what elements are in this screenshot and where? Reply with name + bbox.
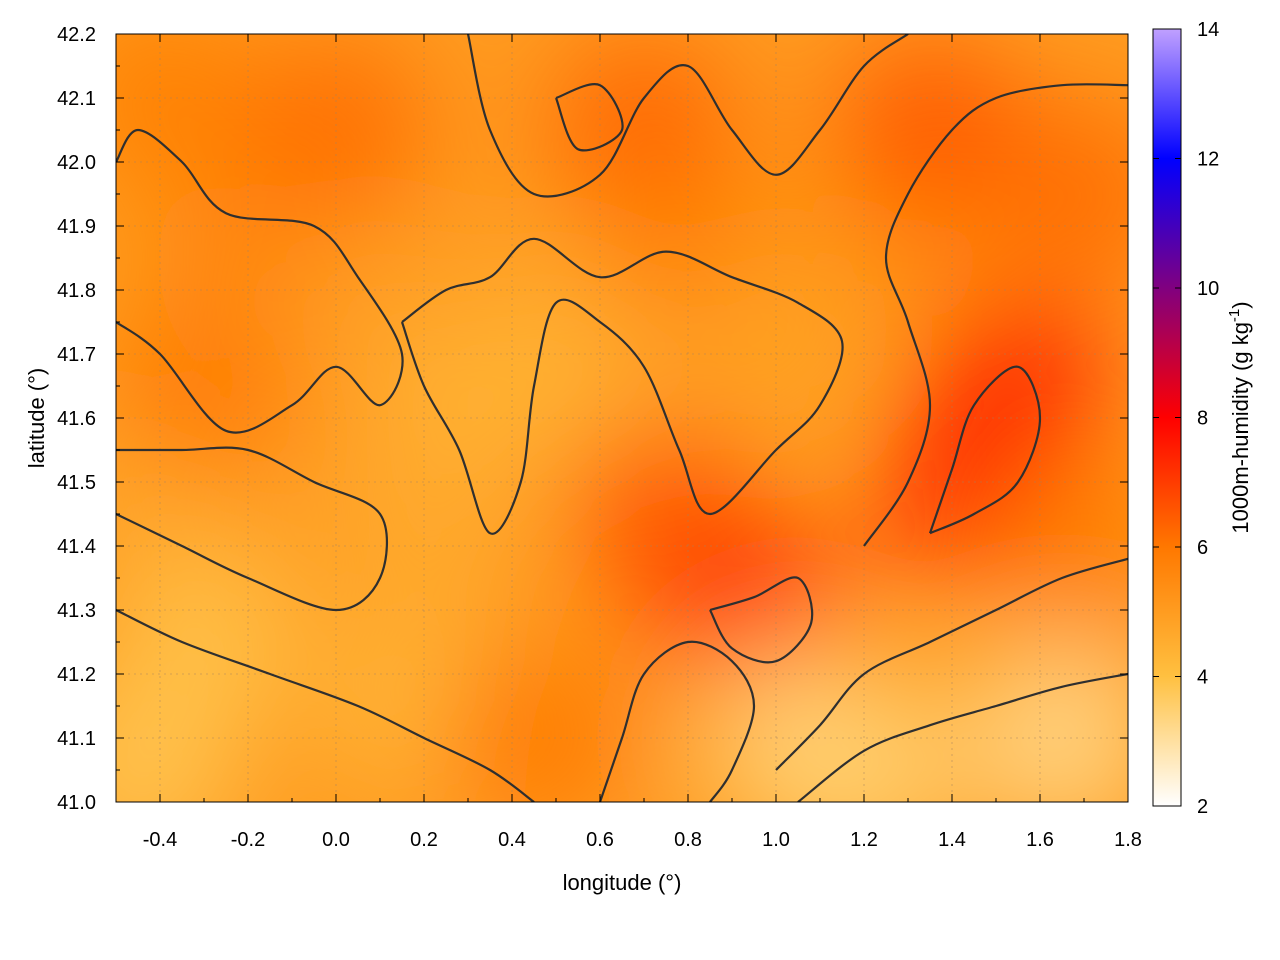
x-tick-label-4: 0.4 bbox=[498, 829, 526, 851]
colorbar: 2 4 6 8 10 12 14 1000m-humidity (g kg-1) bbox=[1152, 19, 1253, 818]
field-sample-11 bbox=[439, 643, 629, 802]
x-tick-label-6: 0.8 bbox=[674, 829, 702, 851]
y-tick-label-8: 41.8 bbox=[57, 280, 96, 302]
x-tick-label-11: 1.8 bbox=[1114, 829, 1142, 851]
y-tick-label-10: 42.0 bbox=[57, 152, 96, 174]
field-sample-26 bbox=[769, 675, 959, 802]
x-tick-label-5: 0.6 bbox=[586, 829, 614, 851]
plot-area bbox=[115, 33, 1129, 803]
colorbar-tick-label-3: 8 bbox=[1197, 408, 1208, 430]
y-axis: 41.0 41.1 41.2 41.3 41.4 41.5 41.6 41.7 41.8 41.9… bbox=[57, 24, 1128, 814]
field-sample-5 bbox=[116, 34, 255, 193]
colorbar-tick-label-4: 10 bbox=[1197, 278, 1219, 300]
contour-north-west bbox=[116, 128, 404, 434]
x-tick-label-1: -0.2 bbox=[231, 829, 265, 851]
y-tick-label-6: 41.6 bbox=[57, 408, 96, 430]
x-axis: -0.4 -0.2 0.0 0.2 0.4 0.6 0.8 1.0 1.2 1.4 1.6 1.8 bbox=[115, 34, 1142, 851]
field-sample-1 bbox=[116, 547, 299, 737]
humidity-field-samples bbox=[116, 34, 1128, 802]
x-axis-label: longitude (°) bbox=[563, 870, 682, 895]
contour-coast bbox=[797, 672, 1128, 802]
colorbar-tick-label-0: 2 bbox=[1197, 796, 1208, 818]
y-tick-label-0: 41.0 bbox=[57, 792, 96, 814]
y-tick-label-12: 42.2 bbox=[57, 24, 96, 46]
contour-hill-south bbox=[709, 576, 814, 664]
humidity-field bbox=[116, 34, 1128, 802]
y-tick-label-3: 41.3 bbox=[57, 600, 96, 622]
x-tick-label-8: 1.2 bbox=[850, 829, 878, 851]
x-tick-label-0: -0.4 bbox=[143, 829, 177, 851]
colorbar-label-end: ) bbox=[1228, 301, 1253, 308]
contour-east-ridge bbox=[863, 83, 1128, 547]
colorbar-label: 1000m-humidity (g kg-1) bbox=[1226, 301, 1253, 533]
y-tick-label-7: 41.7 bbox=[57, 344, 96, 366]
contour-west-basin bbox=[116, 446, 389, 612]
colorbar-tick-label-6: 14 bbox=[1197, 19, 1219, 41]
y-tick-label-4: 41.4 bbox=[57, 536, 96, 558]
x-tick-label-7: 1.0 bbox=[762, 829, 790, 851]
contour-north-loop bbox=[554, 83, 624, 152]
colorbar-label-superscript: -1 bbox=[1226, 309, 1243, 322]
field-sample-21 bbox=[923, 291, 1113, 481]
y-tick-label-11: 42.1 bbox=[57, 88, 96, 110]
contour-south-east bbox=[775, 557, 1128, 771]
colorbar-ticks: 2 4 6 8 10 12 14 bbox=[1153, 19, 1219, 818]
y-tick-label-9: 41.9 bbox=[57, 216, 96, 238]
y-tick-label-2: 41.2 bbox=[57, 664, 96, 686]
contour-south-west bbox=[116, 609, 535, 802]
y-axis-label: latitude (°) bbox=[24, 368, 49, 469]
contour-east-core bbox=[928, 365, 1042, 535]
colorbar-tick-label-1: 4 bbox=[1197, 667, 1208, 689]
y-tick-label-1: 41.1 bbox=[57, 728, 96, 750]
x-tick-label-3: 0.2 bbox=[410, 829, 438, 851]
field-sample-22 bbox=[835, 35, 1025, 225]
contour-central-tongue bbox=[400, 237, 844, 535]
field-sample-25 bbox=[967, 643, 1128, 802]
contour-delta bbox=[598, 640, 756, 802]
field-sample-23 bbox=[989, 99, 1128, 289]
x-tick-label-2: 0.0 bbox=[322, 829, 350, 851]
grid-lines bbox=[116, 34, 1128, 802]
colorbar-tick-label-2: 6 bbox=[1197, 537, 1208, 559]
x-tick-label-10: 1.6 bbox=[1026, 829, 1054, 851]
y-tick-label-5: 41.5 bbox=[57, 472, 96, 494]
x-tick-label-9: 1.4 bbox=[938, 829, 966, 851]
colorbar-tick-label-5: 12 bbox=[1197, 149, 1219, 171]
contour-north-center bbox=[466, 34, 909, 198]
contour-lines bbox=[116, 34, 1128, 802]
colorbar-label-main: 1000m-humidity (g kg bbox=[1228, 322, 1253, 534]
